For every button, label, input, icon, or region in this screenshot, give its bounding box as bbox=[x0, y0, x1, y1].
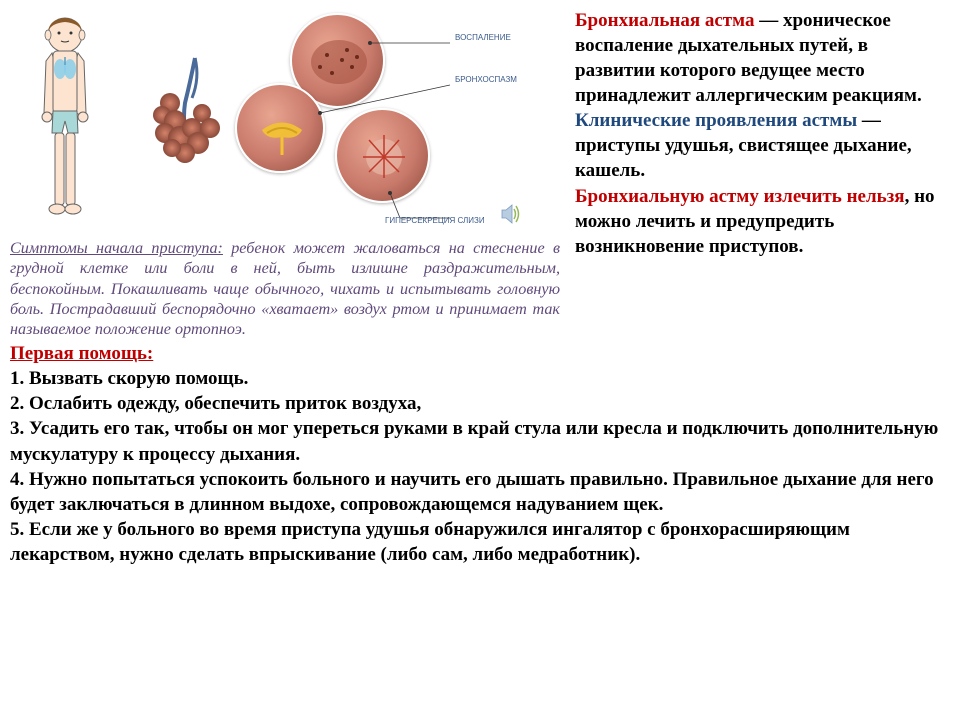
first-aid-section: Первая помощь: 1. Вызвать скорую помощь.… bbox=[0, 339, 960, 577]
first-aid-title: Первая помощь: bbox=[10, 343, 153, 364]
symptoms-label: Симптомы начала приступа: bbox=[10, 239, 223, 257]
body-figure bbox=[20, 13, 110, 223]
first-aid-item-1: 1. Вызвать скорую помощь. bbox=[10, 368, 248, 389]
first-aid-item-4: 4. Нужно попытаться успокоить больного и… bbox=[10, 469, 934, 515]
incurable-text: Бронхиальную астму излечить нельзя bbox=[575, 186, 905, 207]
clinical-label: Клинические проявления астмы bbox=[575, 110, 857, 131]
label-hypersecretion: ГИПЕРСЕКРЕЦИЯ СЛИЗИ bbox=[385, 216, 485, 225]
first-aid-item-5: 5. Если же у больного во время приступа … bbox=[10, 519, 850, 565]
label-bronchospasm: БРОНХОСПАЗМ bbox=[455, 75, 517, 84]
first-aid-item-2: 2. Ослабить одежду, обеспечить приток во… bbox=[10, 393, 421, 414]
title-asthma: Бронхиальная астма bbox=[575, 10, 754, 31]
label-inflammation: ВОСПАЛЕНИЕ bbox=[455, 33, 511, 42]
speaker-icon bbox=[500, 203, 524, 225]
medical-diagram: ВОСПАЛЕНИЕ БРОНХОСПАЗМ ГИПЕРСЕКРЕЦИЯ СЛИ… bbox=[10, 8, 560, 233]
symptoms-paragraph: Симптомы начала приступа: ребенок может … bbox=[10, 233, 560, 339]
main-definition-block: Бронхиальная астма — хроническое воспале… bbox=[575, 8, 950, 259]
first-aid-item-3: 3. Усадить его так, чтобы он мог упереть… bbox=[10, 418, 938, 464]
